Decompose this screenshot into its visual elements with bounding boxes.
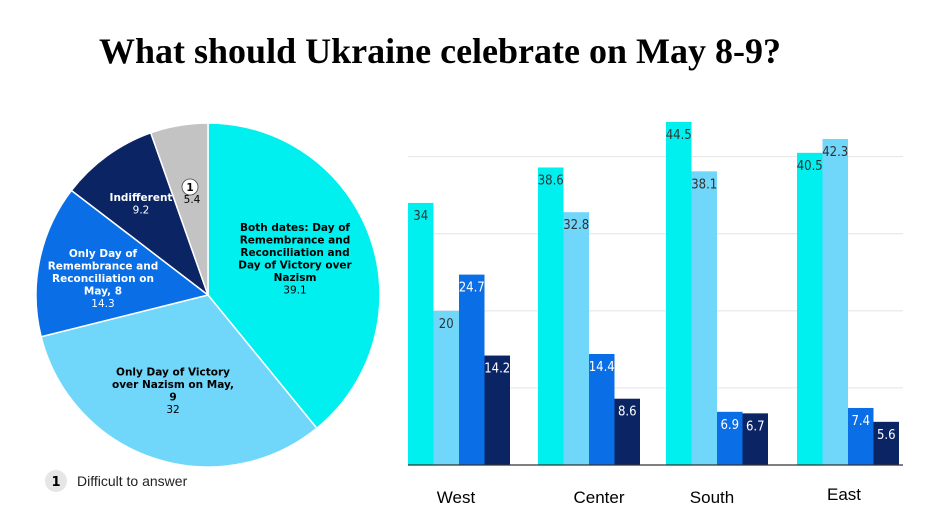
slice-value: 5.4 bbox=[184, 194, 201, 206]
legend-label: Difficult to answer bbox=[77, 473, 188, 489]
bar bbox=[589, 354, 615, 465]
category-label: West bbox=[437, 488, 476, 507]
pie-slice bbox=[149, 122, 209, 296]
category-label: East bbox=[827, 485, 861, 504]
bar bbox=[873, 421, 899, 465]
bar-label: 40.5 bbox=[797, 159, 823, 174]
bar-label: 20 bbox=[439, 317, 454, 332]
bar bbox=[666, 122, 692, 465]
slice-label: Only Day of Victory bbox=[116, 366, 230, 378]
slice-label: Reconciliation on bbox=[52, 273, 154, 285]
slice-label: Nazism bbox=[274, 272, 317, 284]
slice-label: May, 8 bbox=[84, 286, 122, 298]
pie-slice bbox=[35, 189, 210, 338]
slice-label: over Nazism on May, bbox=[112, 379, 234, 391]
legend-marker bbox=[45, 470, 67, 492]
category-label: South bbox=[690, 488, 734, 507]
slice-label: Reconciliation and bbox=[240, 247, 349, 259]
slice-marker bbox=[181, 178, 199, 196]
bar bbox=[538, 167, 564, 465]
bar-label: 7.4 bbox=[851, 414, 870, 429]
bar bbox=[484, 355, 510, 465]
bar bbox=[822, 138, 848, 465]
slice-label: Day of Victory over bbox=[238, 259, 352, 271]
slice-label: Only Day of bbox=[69, 248, 138, 260]
bar bbox=[614, 398, 640, 465]
bar-label: 38.6 bbox=[538, 173, 564, 188]
bar-label: 5.6 bbox=[877, 428, 896, 443]
bar bbox=[433, 310, 459, 465]
pie-slice bbox=[207, 122, 381, 430]
bar bbox=[408, 202, 434, 465]
slice-value: 9.2 bbox=[133, 204, 150, 216]
bar bbox=[797, 152, 823, 465]
slice-value: 32 bbox=[166, 404, 179, 416]
slice-value: 39.1 bbox=[283, 284, 306, 296]
bar-label: 38.1 bbox=[691, 177, 717, 192]
bar-label: 8.6 bbox=[618, 405, 637, 420]
bar bbox=[717, 411, 743, 465]
bar-label: 14.4 bbox=[589, 360, 615, 375]
pie-slice bbox=[40, 294, 318, 468]
legend-marker-label: 1 bbox=[51, 475, 60, 490]
bar bbox=[691, 171, 717, 466]
bar-label: 14.2 bbox=[484, 362, 510, 377]
bar-label: 6.9 bbox=[720, 418, 739, 433]
bar bbox=[742, 413, 768, 465]
bar-label: 6.7 bbox=[746, 419, 765, 434]
bar-label: 34 bbox=[413, 209, 428, 224]
slice-value: 14.3 bbox=[91, 298, 114, 310]
slice-marker-label: 1 bbox=[186, 182, 193, 194]
bar-label: 44.5 bbox=[666, 128, 692, 143]
pie-slice bbox=[70, 131, 210, 298]
slice-label: 9 bbox=[169, 391, 176, 403]
bar-label: 32.8 bbox=[563, 218, 589, 233]
slice-label: Remembrance and bbox=[240, 234, 351, 246]
slice-label: Both dates: Day of bbox=[240, 222, 350, 234]
bar bbox=[459, 274, 485, 465]
category-label: Center bbox=[573, 488, 624, 507]
slice-label: Remembrance and bbox=[48, 261, 159, 273]
slice-label: Indifferent bbox=[110, 192, 173, 204]
bar bbox=[563, 212, 589, 465]
bar-label: 24.7 bbox=[459, 281, 485, 296]
bar-label: 42.3 bbox=[822, 145, 848, 160]
chart-title: What should Ukraine celebrate on May 8-9… bbox=[99, 31, 781, 71]
bar bbox=[848, 407, 874, 465]
